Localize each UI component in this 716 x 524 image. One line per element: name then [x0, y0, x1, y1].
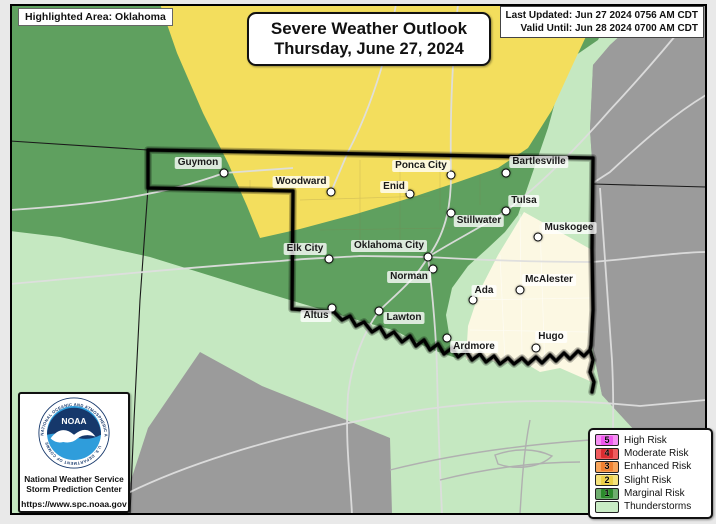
- legend-label: Enhanced Risk: [624, 461, 692, 473]
- page-title: Severe Weather Outlook: [270, 19, 468, 38]
- county-lines-west: [249, 158, 481, 252]
- last-updated-text: Last Updated: Jun 27 2024 0756 AM CDT: [505, 10, 698, 21]
- legend-row-high-risk: 5 High Risk: [595, 434, 707, 447]
- legend-label: Thunderstorms: [624, 501, 692, 513]
- no-coverage-area-east: [590, 4, 706, 514]
- valid-until-text: Valid Until: Jun 28 2024 0700 AM CDT: [520, 23, 698, 34]
- legend-swatch: 1: [595, 487, 619, 500]
- oklahoma-state-border: [144, 146, 598, 396]
- legend-swatch: 2: [595, 474, 619, 487]
- legend-row-moderate-risk: 4 Moderate Risk: [595, 447, 707, 460]
- legend-swatch: 3: [595, 460, 619, 473]
- org-name-line1: National Weather Service: [24, 474, 124, 484]
- risk-legend: 5 High Risk 4 Moderate Risk 3 Enhanced Risk 2 S…: [588, 428, 713, 519]
- legend-row-thunderstorms: Thunderstorms: [595, 500, 707, 513]
- legend-row-enhanced-risk: 3 Enhanced Risk: [595, 460, 707, 474]
- legend-risk-number: 3: [601, 462, 613, 472]
- noaa-logo: NATIONAL OCEANIC AND ATMOSPHERIC ADMINIS…: [36, 393, 110, 469]
- legend-risk-number: 2: [601, 475, 613, 485]
- legend-swatch: 4: [595, 447, 619, 460]
- spc-url: https://www.spc.noaa.gov: [21, 499, 127, 509]
- noaa-attribution-box: NATIONAL OCEANIC AND ATMOSPHERIC ADMINIS…: [18, 392, 130, 513]
- highlighted-area-box: Highlighted Area: Oklahoma: [18, 8, 173, 26]
- no-coverage-wedge-south: [120, 352, 392, 514]
- legend-risk-number: 5: [601, 435, 613, 445]
- legend-risk-number: 4: [601, 449, 613, 459]
- highlighted-area-text: Highlighted Area: Oklahoma: [25, 11, 166, 23]
- legend-row-marginal-risk: 1 Marginal Risk: [595, 487, 707, 500]
- legend-row-slight-risk: 2 Slight Risk: [595, 474, 707, 487]
- legend-label: Moderate Risk: [624, 448, 689, 460]
- seagull-icon: [50, 429, 96, 443]
- page-subtitle: Thursday, June 27, 2024: [274, 40, 464, 58]
- legend-label: Slight Risk: [624, 474, 672, 486]
- org-name-line2: Storm Prediction Center: [26, 484, 122, 494]
- logo-noaa-text: NOAA: [61, 416, 86, 426]
- title-box: Severe Weather Outlook Thursday, June 27…: [247, 12, 491, 66]
- county-lines-east: [467, 213, 591, 371]
- legend-label: High Risk: [624, 434, 667, 446]
- legend-label: Marginal Risk: [624, 488, 685, 500]
- timestamp-box: Last Updated: Jun 27 2024 0756 AM CDT Va…: [499, 6, 704, 38]
- legend-swatch: 5: [595, 434, 619, 447]
- legend-rows: 5 High Risk 4 Moderate Risk 3 Enhanced Risk 2 S…: [595, 434, 707, 513]
- legend-swatch: [595, 500, 619, 513]
- state-borders: [10, 140, 706, 514]
- legend-risk-number: 1: [601, 489, 613, 499]
